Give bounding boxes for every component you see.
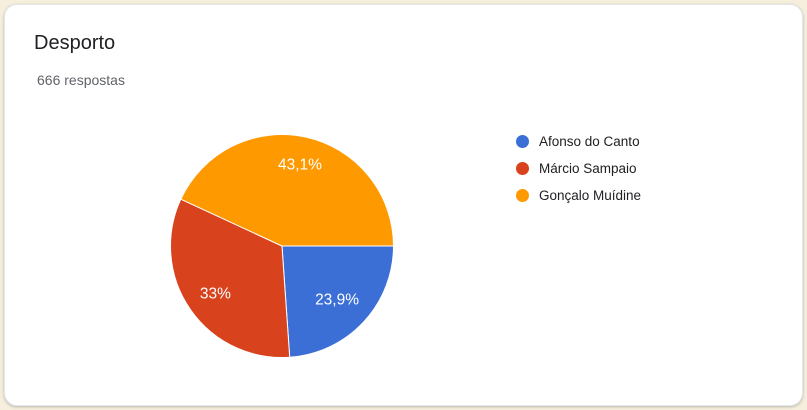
svg-text:33%: 33% [200, 285, 231, 302]
svg-text:43,1%: 43,1% [278, 157, 322, 174]
svg-text:23,9%: 23,9% [315, 292, 359, 309]
